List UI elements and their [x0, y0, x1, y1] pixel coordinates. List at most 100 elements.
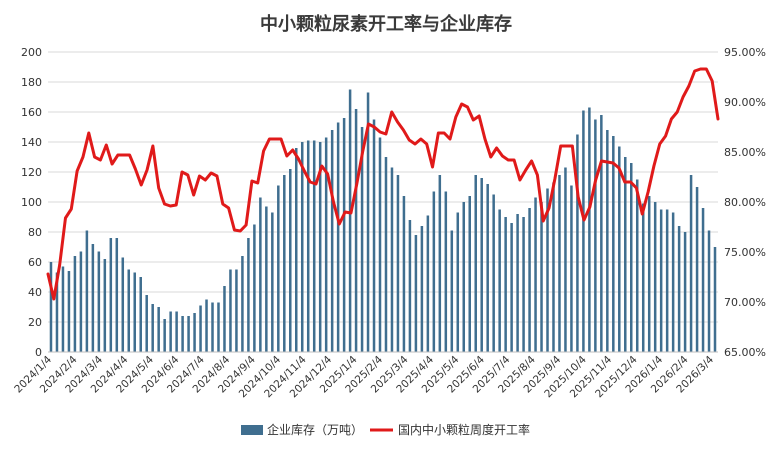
inventory-bar [600, 115, 603, 352]
inventory-bar [193, 313, 196, 352]
inventory-bar [324, 137, 328, 352]
y-right-tick-label: 85.00% [724, 146, 766, 159]
inventory-bar [582, 110, 585, 352]
inventory-bar [61, 266, 65, 352]
inventory-bar [576, 134, 579, 352]
inventory-bar [546, 188, 549, 352]
inventory-bar [540, 202, 543, 352]
inventory-bar [492, 194, 495, 352]
inventory-bar [528, 208, 531, 352]
inventory-bar [504, 217, 507, 352]
y-left-tick-label: 20 [28, 316, 42, 329]
inventory-bar [432, 191, 436, 352]
inventory-bar [336, 122, 340, 352]
y-left-tick-label: 0 [35, 346, 42, 359]
inventory-bar [534, 197, 537, 352]
inventory-bar [217, 302, 220, 352]
y-left-tick-label: 140 [21, 136, 42, 149]
y-left-tick-label: 60 [28, 256, 42, 269]
y-left-tick-label: 80 [28, 226, 42, 239]
inventory-bar [133, 272, 136, 352]
inventory-bar [55, 272, 59, 352]
y-left-tick-label: 120 [21, 166, 42, 179]
legend-label-inventory: 企业库存（万吨） [267, 422, 363, 437]
inventory-bar [235, 269, 238, 352]
inventory-bar [330, 130, 334, 352]
inventory-bar [384, 157, 388, 352]
inventory-bar [474, 175, 477, 352]
inventory-bar [444, 191, 448, 352]
y-right-tick-label: 70.00% [724, 296, 766, 309]
inventory-bar [701, 208, 705, 352]
inventory-bar [713, 247, 717, 352]
legend: 企业库存（万吨） 国内中小颗粒周度开工率 [241, 422, 530, 437]
inventory-bar [606, 130, 609, 352]
inventory-bar [241, 256, 244, 352]
inventory-bar [486, 184, 489, 352]
legend-label-operating-rate: 国内中小颗粒周度开工率 [398, 422, 530, 437]
inventory-bar [205, 299, 208, 352]
inventory-bar [342, 118, 346, 352]
legend-swatch-inventory [241, 425, 263, 435]
inventory-bar [402, 196, 406, 352]
inventory-bar [306, 140, 310, 352]
inventory-bar [271, 212, 274, 352]
inventory-bar [671, 212, 675, 352]
y-right-tick-label: 80.00% [724, 196, 766, 209]
inventory-bar [408, 220, 412, 352]
inventory-bar [277, 185, 280, 352]
inventory-bar [468, 196, 471, 352]
inventory-bar [151, 304, 154, 352]
inventory-bar [115, 238, 119, 352]
y-left-tick-label: 160 [21, 106, 42, 119]
left-axis-ticks: 0 20 40 60 80 100 120 140 160 180 200 [21, 46, 42, 359]
grid-lines [48, 51, 718, 353]
operating-rate-line-layer [46, 67, 720, 301]
inventory-bar [85, 230, 89, 352]
inventory-bar [683, 232, 687, 352]
y-left-tick-label: 200 [21, 46, 42, 59]
inventory-bar [498, 209, 501, 352]
inventory-bar [647, 196, 651, 352]
inventory-bar [612, 136, 615, 352]
inventory-bar [295, 148, 298, 352]
inventory-bar [199, 305, 202, 352]
inventory-bar [564, 167, 567, 352]
inventory-bar [265, 206, 268, 352]
inventory-bar [223, 286, 226, 352]
inventory-bar [91, 244, 95, 352]
inventory-bar [169, 311, 172, 352]
inventory-bars [49, 89, 717, 352]
inventory-bar [594, 119, 597, 352]
inventory-bar [516, 214, 519, 352]
y-right-tick-label: 90.00% [724, 96, 766, 109]
inventory-bar [139, 277, 142, 352]
inventory-bar [211, 302, 214, 352]
inventory-bar [480, 178, 483, 352]
inventory-bar [695, 187, 699, 352]
inventory-bar [510, 223, 513, 352]
inventory-bar [558, 175, 561, 352]
inventory-bar [283, 175, 286, 352]
inventory-bar [300, 142, 304, 352]
inventory-bar [67, 271, 71, 352]
inventory-bar [187, 316, 190, 352]
inventory-bar [624, 157, 627, 352]
inventory-bar [420, 226, 424, 352]
y-right-tick-label: 75.00% [724, 246, 766, 259]
inventory-bar [163, 319, 166, 352]
inventory-bar [247, 238, 250, 352]
inventory-bar [630, 163, 633, 352]
inventory-bar [707, 230, 711, 352]
inventory-bar [378, 137, 382, 352]
inventory-bar [157, 307, 160, 352]
inventory-bar [79, 251, 83, 352]
right-axis-ticks: 65.00% 70.00% 75.00% 80.00% 85.00% 90.00% 95.0… [724, 46, 766, 359]
inventory-bar [653, 202, 657, 352]
inventory-bar [127, 269, 131, 352]
inventory-bar [641, 203, 645, 352]
inventory-bar [570, 185, 573, 352]
inventory-bar [390, 167, 394, 352]
inventory-bar [145, 295, 148, 352]
inventory-bar [354, 109, 358, 352]
